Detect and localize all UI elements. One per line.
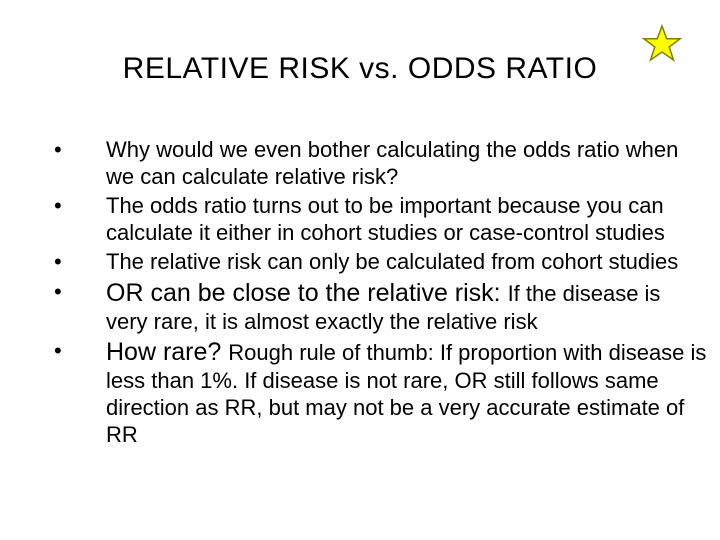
- bullet-row: • Why would we even bother calculating t…: [48, 136, 708, 190]
- bullet-text: The odds ratio turns out to be important…: [106, 192, 708, 246]
- bullet-marker: •: [48, 248, 106, 276]
- bullet-lead: How rare?: [106, 338, 228, 366]
- bullet-text: OR can be close to the relative risk: If…: [106, 278, 708, 335]
- bullet-text: How rare? Rough rule of thumb: If propor…: [106, 337, 708, 448]
- slide-title: RELATIVE RISK vs. ODDS RATIO: [0, 52, 720, 86]
- bullet-marker: •: [48, 278, 106, 306]
- bullet-row: • The relative risk can only be calculat…: [48, 248, 708, 276]
- bullet-lead: OR can be close to the relative risk:: [106, 279, 508, 307]
- bullet-row: • OR can be close to the relative risk: …: [48, 278, 708, 335]
- slide-body: • Why would we even bother calculating t…: [48, 136, 708, 450]
- bullet-row: • How rare? Rough rule of thumb: If prop…: [48, 337, 708, 448]
- slide: RELATIVE RISK vs. ODDS RATIO • Why would…: [0, 0, 720, 540]
- bullet-row: • The odds ratio turns out to be importa…: [48, 192, 708, 246]
- bullet-marker: •: [48, 337, 106, 365]
- bullet-marker: •: [48, 136, 106, 164]
- bullet-marker: •: [48, 192, 106, 220]
- bullet-text: The relative risk can only be calculated…: [106, 248, 708, 275]
- bullet-text: Why would we even bother calculating the…: [106, 136, 708, 190]
